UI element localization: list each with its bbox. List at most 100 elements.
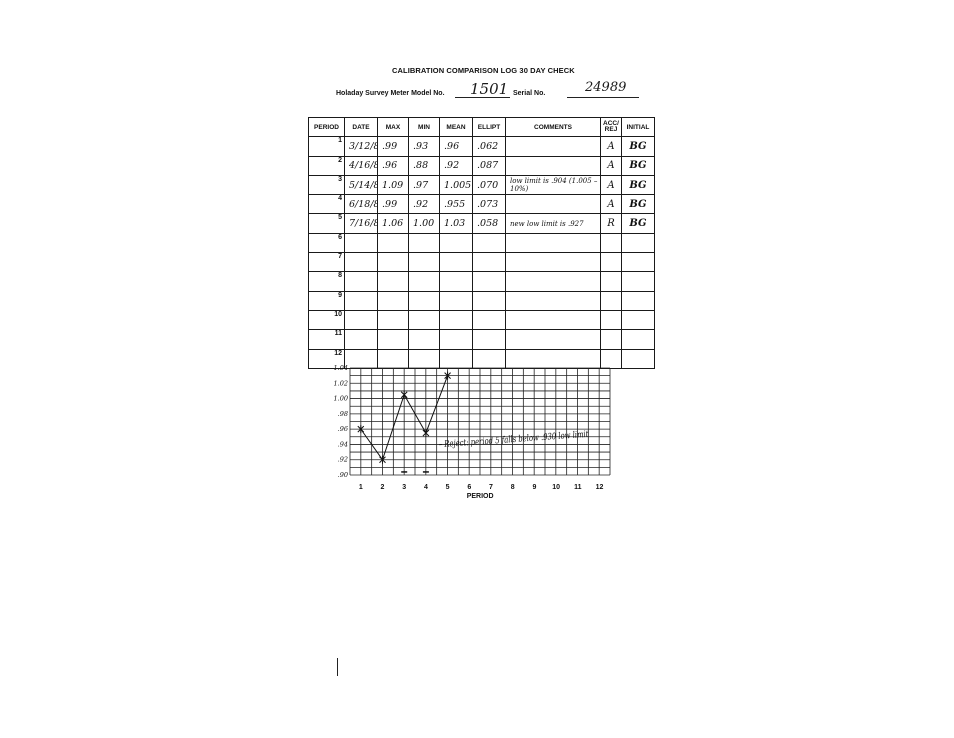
x-tick-label: 7: [489, 484, 493, 491]
cell-max: [377, 232, 409, 254]
y-tick-label: .94: [338, 440, 348, 448]
table-header-row: PERIOD DATE MAX MIN MEAN ELLIPT COMMENTS…: [308, 116, 655, 138]
x-tick-label: 8: [511, 484, 515, 491]
form-title: CALIBRATION COMPARISON LOG 30 DAY CHECK: [392, 66, 575, 75]
cell-date: 4/16/84: [344, 155, 378, 176]
table-row: 7: [308, 252, 655, 273]
x-tick-label: 3: [402, 484, 406, 491]
y-tick-label: .96: [338, 425, 348, 433]
cell-initial: [621, 232, 655, 254]
y-tick-label: .92: [338, 456, 348, 464]
cell-ellipt: .062: [472, 136, 506, 157]
model-underline: [455, 97, 510, 98]
cell-period: 5: [308, 213, 345, 234]
cell-date: [344, 232, 378, 254]
cell-date: 5/14/84: [344, 174, 378, 196]
cell-comments: [505, 271, 601, 292]
cell-date: 7/16/84: [344, 213, 378, 234]
cell-max: 1.09: [377, 174, 409, 196]
cell-acc-rej: [600, 232, 622, 254]
cell-max: .99: [377, 194, 409, 215]
cell-date: [344, 290, 378, 311]
y-tick-label: 1.00: [334, 395, 348, 403]
cell-period: 10: [308, 309, 345, 331]
cell-ellipt: .070: [472, 174, 506, 196]
cell-min: [408, 290, 440, 311]
cell-period: 1: [308, 136, 345, 157]
cell-comments: [505, 252, 601, 273]
cell-initial: [621, 329, 655, 350]
cell-initial: BG: [621, 155, 655, 176]
table-row: 6: [308, 232, 655, 254]
cell-period: 2: [308, 155, 345, 176]
mean-trend-chart: 1.041.021.00.98.96.94.92.901 2 3 4 5 6 7 8 9 10 11…: [334, 365, 611, 500]
cell-initial: [621, 309, 655, 331]
data-point: [422, 428, 430, 437]
calibration-log-table: PERIOD DATE MAX MIN MEAN ELLIPT COMMENTS…: [308, 116, 655, 369]
cell-max: .99: [377, 136, 409, 157]
cell-mean: .955: [439, 194, 473, 215]
cell-ellipt: .073: [472, 194, 506, 215]
cell-period: 9: [308, 290, 345, 311]
cell-comments: [505, 194, 601, 215]
header-ellipt: ELLIPT: [472, 116, 506, 138]
y-tick-label: .98: [338, 410, 348, 418]
cell-max: [377, 329, 409, 350]
cell-comments: [505, 290, 601, 311]
data-point: [400, 390, 408, 399]
cell-mean: [439, 252, 473, 273]
cell-ellipt: [472, 290, 506, 311]
cell-ellipt: [472, 232, 506, 254]
cell-acc-rej: A: [600, 174, 622, 196]
header-mean: MEAN: [439, 116, 473, 138]
x-tick-label: 12: [596, 484, 604, 491]
data-point: [444, 371, 451, 380]
cell-ellipt: [472, 329, 506, 350]
cell-ellipt: [472, 309, 506, 331]
cell-comments: [505, 329, 601, 350]
x-tick-label: 9: [532, 484, 536, 491]
cell-mean: 1.03: [439, 213, 473, 234]
cell-comments: [505, 155, 601, 176]
table-row: 24/16/84.96.88.92.087 ABG: [308, 155, 655, 176]
cell-period: 6: [308, 232, 345, 254]
cell-ellipt: [472, 252, 506, 273]
cell-period: 3: [308, 174, 345, 196]
x-tick-label: 2: [381, 484, 385, 491]
cell-mean: 1.005: [439, 174, 473, 196]
cell-mean: .92: [439, 155, 473, 176]
cell-max: [377, 271, 409, 292]
x-tick-label: 5: [446, 484, 450, 491]
cell-mean: [439, 290, 473, 311]
cell-min: [408, 271, 440, 292]
cell-initial: BG: [621, 174, 655, 196]
header-date: DATE: [344, 116, 378, 138]
cell-min: [408, 232, 440, 254]
cell-date: 3/12/84: [344, 136, 378, 157]
x-tick-label: 6: [467, 484, 471, 491]
cell-min: .92: [408, 194, 440, 215]
cell-min: .97: [408, 174, 440, 196]
cell-period: 11: [308, 329, 345, 350]
table-row: 12: [308, 348, 655, 369]
cell-initial: [621, 252, 655, 273]
cell-comments: [505, 136, 601, 157]
cell-acc-rej: A: [600, 136, 622, 157]
table-row: 9: [308, 290, 655, 311]
cell-initial: [621, 271, 655, 292]
header-max: MAX: [377, 116, 409, 138]
cell-period: 7: [308, 252, 345, 273]
cell-acc-rej: A: [600, 155, 622, 176]
y-tick-label: 1.04: [334, 365, 348, 372]
cell-min: .93: [408, 136, 440, 157]
meter-model-label: Holaday Survey Meter Model No.: [336, 90, 445, 97]
cell-min: 1.00: [408, 213, 440, 234]
cell-period: 12: [308, 348, 345, 369]
serial-underline: [567, 97, 639, 98]
cell-comments: [505, 232, 601, 254]
cell-initial: BG: [621, 136, 655, 157]
table-row: 13/12/84.99.93.96.062 ABG: [308, 136, 655, 157]
cell-comments: low limit is .904 (1.005 – 10%): [505, 174, 601, 196]
cell-ellipt: [472, 271, 506, 292]
